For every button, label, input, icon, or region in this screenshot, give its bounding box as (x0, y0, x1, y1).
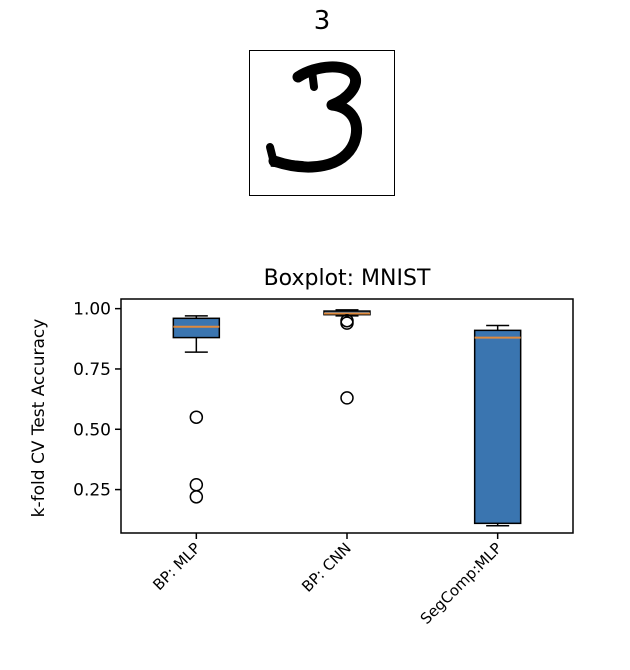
y-tick-label: 0.50 (73, 420, 111, 440)
y-axis-label: k-fold CV Test Accuracy (29, 319, 49, 518)
digit-label: 3 (313, 6, 331, 36)
digit-image-panel (249, 50, 395, 196)
chart-title: Boxplot: MNIST (264, 266, 431, 291)
x-tick-label: BP: CNN (298, 539, 355, 596)
outlier-point (189, 490, 204, 504)
outlier-point (340, 391, 354, 405)
outlier-point (189, 478, 204, 492)
boxplot-chart: Boxplot: MNIST k-fold CV Test Accuracy 0… (29, 266, 574, 628)
y-tick-label: 0.25 (73, 481, 111, 501)
plot-frame (120, 298, 574, 534)
y-tick-label: 1.00 (73, 300, 111, 320)
box-body (172, 317, 221, 339)
x-tick-label: SegComp:MLP (417, 539, 506, 628)
x-tick-label: BP: MLP (149, 539, 204, 594)
outlier-point (340, 316, 354, 330)
box-body (473, 329, 522, 525)
y-tick-label: 0.75 (73, 360, 111, 380)
handwritten-digit-3-image (266, 61, 362, 173)
outlier-point (189, 410, 204, 424)
